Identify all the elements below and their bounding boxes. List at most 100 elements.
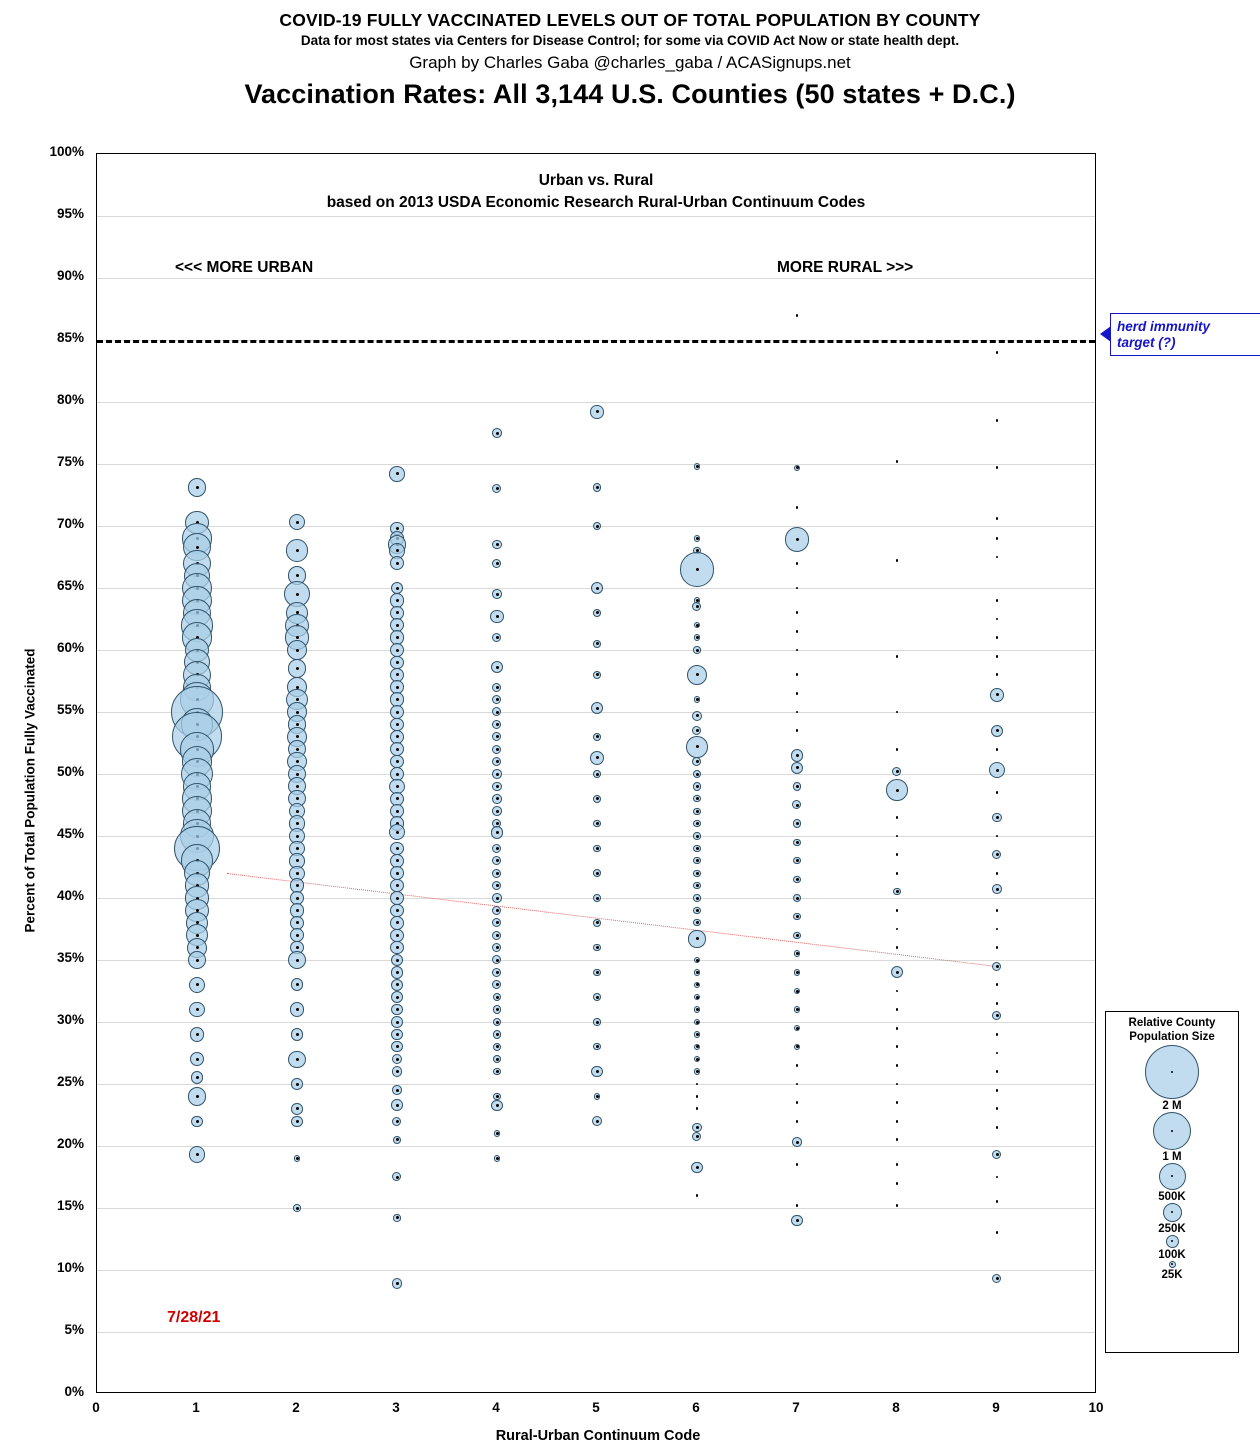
county-point <box>695 846 699 850</box>
county-point <box>295 549 299 553</box>
county-point <box>395 772 399 776</box>
county-point <box>695 834 699 838</box>
county-point <box>195 983 199 987</box>
county-point <box>495 543 499 547</box>
county-point <box>395 561 399 565</box>
x-tick-label: 0 <box>92 1400 100 1415</box>
gridline <box>97 402 1095 403</box>
title-source: Data for most states via Centers for Dis… <box>300 33 960 48</box>
size-legend-center-dot <box>1171 1240 1173 1243</box>
county-point <box>495 1094 499 1098</box>
size-legend-title-line2: Population Size <box>1129 1030 1215 1043</box>
county-point <box>295 735 299 739</box>
county-point <box>995 815 999 819</box>
county-point <box>895 970 899 974</box>
county-point <box>295 1206 299 1210</box>
county-point <box>995 617 999 621</box>
size-legend-center-dot <box>1171 1070 1173 1073</box>
y-tick-label: 50% <box>56 764 84 779</box>
county-point <box>295 698 299 702</box>
county-point <box>695 1070 699 1074</box>
county-point <box>195 1094 199 1098</box>
county-point <box>895 747 899 751</box>
county-point <box>595 735 599 739</box>
county-point <box>695 598 699 602</box>
county-point <box>295 822 299 826</box>
county-point <box>295 958 299 962</box>
county-point <box>595 797 599 801</box>
county-point <box>695 714 699 718</box>
county-point <box>195 486 199 490</box>
county-point <box>995 768 999 772</box>
county-point <box>895 788 899 792</box>
county-point <box>895 770 899 774</box>
county-point <box>995 654 999 658</box>
county-point <box>795 611 799 615</box>
county-point <box>395 760 399 764</box>
county-point <box>595 642 599 646</box>
county-point <box>795 1218 799 1222</box>
herd-immunity-line <box>97 340 1095 343</box>
county-point <box>495 1057 499 1061</box>
county-point <box>495 710 499 714</box>
county-point <box>295 933 299 937</box>
county-point <box>995 419 999 422</box>
county-point <box>595 486 599 490</box>
county-point <box>995 747 999 751</box>
county-point <box>195 1153 199 1157</box>
county-point <box>795 673 799 677</box>
county-point <box>395 946 399 950</box>
county-point <box>595 921 599 925</box>
county-point <box>395 871 399 875</box>
county-point <box>395 908 399 912</box>
gridline <box>97 216 1095 217</box>
county-point <box>395 958 399 962</box>
county-point <box>295 884 299 888</box>
county-point <box>295 859 299 863</box>
county-point <box>495 809 499 813</box>
y-tick-label: 5% <box>64 1322 84 1337</box>
county-point <box>195 921 199 925</box>
size-legend-item: 2 M <box>1106 1044 1238 1112</box>
title-subject: Vaccination Rates: All 3,144 U.S. Counti… <box>244 79 1016 109</box>
county-point <box>395 611 399 615</box>
gridline <box>97 1208 1095 1209</box>
county-point <box>695 1107 699 1111</box>
county-point <box>495 1132 499 1136</box>
county-point <box>495 830 499 834</box>
county-point <box>895 946 899 949</box>
county-point <box>995 834 999 838</box>
county-point <box>995 983 999 987</box>
county-point <box>195 1008 199 1012</box>
y-tick-label: 20% <box>56 1136 84 1151</box>
county-point <box>595 846 599 850</box>
county-point <box>395 846 399 850</box>
x-tick-label: 6 <box>692 1400 700 1415</box>
county-point <box>995 636 999 639</box>
trend-line <box>226 873 998 968</box>
county-point <box>495 698 499 702</box>
county-point <box>895 1064 899 1067</box>
county-point <box>795 1140 799 1144</box>
county-point <box>295 747 299 751</box>
county-point <box>995 1088 999 1092</box>
county-point <box>495 722 499 726</box>
county-point <box>595 995 599 999</box>
county-point <box>495 859 499 863</box>
county-point <box>395 648 399 652</box>
county-point <box>195 1119 199 1123</box>
county-point <box>595 970 599 974</box>
size-legend-circle <box>1165 1234 1179 1248</box>
county-point <box>395 1057 399 1061</box>
county-point <box>995 555 999 559</box>
county-point <box>595 1094 599 1098</box>
county-point <box>695 921 699 925</box>
county-point <box>995 693 999 697</box>
county-point <box>695 983 699 987</box>
county-point <box>895 1101 899 1104</box>
county-point <box>695 605 699 609</box>
county-point <box>695 1082 699 1086</box>
county-point <box>495 970 499 974</box>
county-point <box>995 729 999 733</box>
county-point <box>795 710 799 714</box>
